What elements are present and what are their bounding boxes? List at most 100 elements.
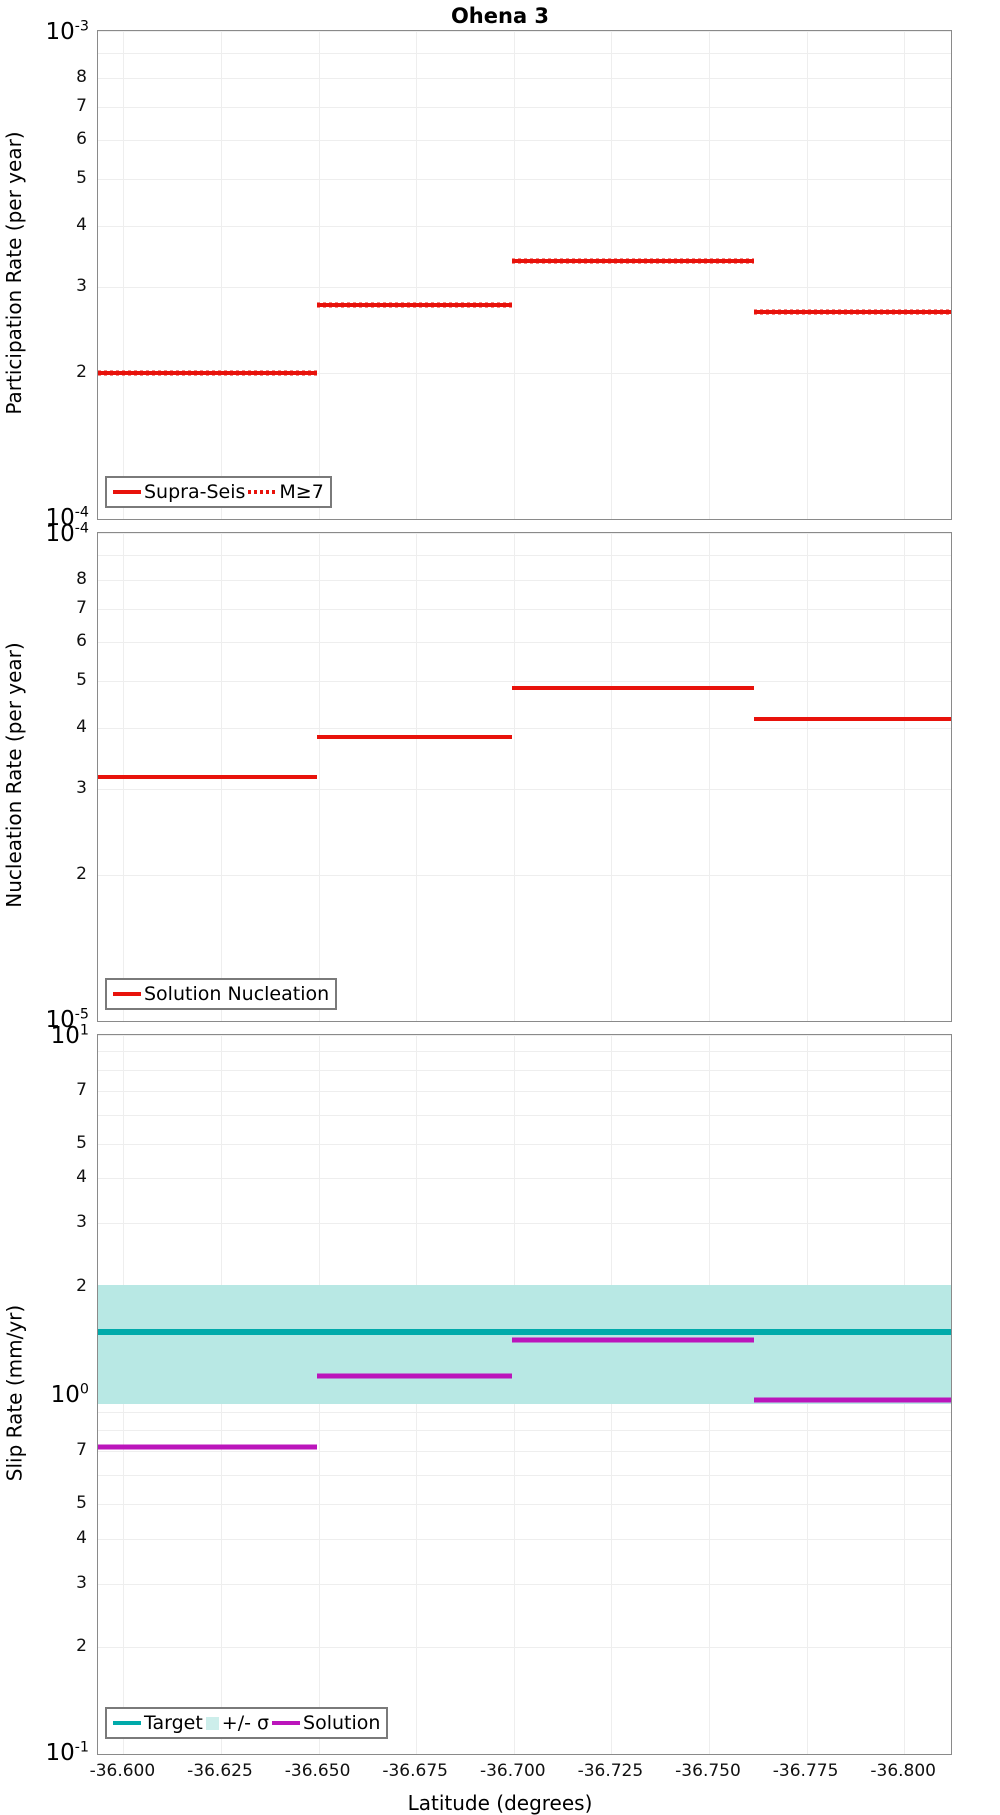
x-axis-tick-label: -36.750 — [675, 1761, 741, 1781]
gridline — [98, 373, 951, 375]
gridline — [98, 1583, 951, 1585]
gridline — [98, 1223, 951, 1225]
gridline — [98, 1475, 951, 1477]
gridline — [98, 680, 951, 682]
gridline — [708, 31, 710, 519]
y-axis-major-tick-label: 10-1 — [45, 1739, 90, 1766]
gridline — [98, 1178, 951, 1180]
gridline — [611, 31, 613, 519]
legend-label: Solution Nucleation — [144, 982, 330, 1005]
panel1-participation-rate-axes — [97, 30, 952, 520]
gridline — [98, 53, 951, 55]
legend-entry: Solution Nucleation — [113, 982, 330, 1005]
data-segment — [98, 1444, 317, 1450]
gridline — [416, 533, 418, 1021]
gridline — [904, 31, 906, 519]
y-axis-major-tick-label: 10-4 — [45, 520, 90, 547]
gridline — [98, 225, 951, 227]
y-axis-tick-label: 4 — [76, 1167, 87, 1188]
x-axis-tick-label: -36.725 — [577, 1761, 644, 1781]
y-axis-tick-label: 6 — [76, 128, 87, 149]
gridline — [708, 533, 710, 1021]
gridline — [98, 1090, 951, 1092]
gridline — [513, 533, 515, 1021]
gridline — [513, 31, 515, 519]
gridline — [98, 580, 951, 582]
gridline — [98, 78, 951, 80]
panel2-legend[interactable]: Solution Nucleation — [105, 978, 338, 1010]
y-axis-tick-label: 4 — [76, 716, 87, 737]
x-axis-tick-label: -36.675 — [382, 1761, 448, 1781]
gridline — [806, 31, 808, 519]
gridline — [98, 641, 951, 643]
legend-entry: Target — [113, 1711, 203, 1734]
panel1-legend[interactable]: Supra-Seis M≥7 — [105, 476, 332, 508]
legend-entry: +/- σ — [205, 1711, 270, 1734]
y-axis-tick-label: 7 — [76, 1440, 87, 1461]
data-segment — [98, 774, 317, 779]
data-segment — [753, 716, 951, 721]
y-axis-tick-label: 8 — [76, 67, 87, 88]
gridline — [98, 1451, 951, 1453]
gridline — [98, 555, 951, 557]
y-axis-tick-label: 3 — [76, 276, 87, 297]
legend-entry: M≥7 — [248, 480, 324, 503]
gridline — [904, 533, 906, 1021]
legend-swatch-patch-icon — [205, 1716, 219, 1730]
x-axis-tick-label: -36.625 — [187, 1761, 253, 1781]
legend-swatch-dotted-icon — [248, 490, 277, 494]
y-axis-tick-label: 2 — [76, 362, 87, 383]
y-axis-tick-label: 5 — [76, 167, 87, 188]
y-axis-tick-label: 3 — [76, 1572, 87, 1593]
x-axis-tick-label: -36.700 — [479, 1761, 546, 1781]
y-axis-tick-label: 5 — [76, 1132, 87, 1153]
data-segment — [753, 309, 951, 315]
y-axis-tick-label: 3 — [76, 1212, 87, 1233]
target-line — [98, 1329, 951, 1336]
gridline — [806, 533, 808, 1021]
gridline — [318, 31, 320, 519]
gridline — [98, 533, 951, 534]
y-axis-tick-label: 2 — [76, 1636, 87, 1657]
y-axis-tick-label: 6 — [76, 630, 87, 651]
legend-label: Target — [144, 1711, 203, 1734]
legend-swatch-solid-icon — [272, 1721, 301, 1725]
gridline — [98, 139, 951, 141]
y-axis-tick-label: 7 — [76, 597, 87, 618]
y-axis-major-tick-label: 10-4 — [45, 504, 90, 531]
x-axis-tick-label: -36.775 — [772, 1761, 839, 1781]
data-segment — [98, 370, 317, 376]
gridline — [98, 727, 951, 729]
legend-label: Supra-Seis — [144, 480, 246, 503]
y-axis-tick-label: 2 — [76, 864, 87, 885]
legend-entry: Solution — [272, 1713, 380, 1733]
y-axis-tick-label: 5 — [76, 669, 87, 690]
gridline — [98, 1647, 951, 1649]
gridline — [98, 1538, 951, 1540]
gridline — [98, 106, 951, 108]
panel3-legend[interactable]: Target +/- σ Solution — [105, 1707, 389, 1739]
gridline — [98, 875, 951, 877]
gridline — [98, 1114, 951, 1116]
y-axis-major-tick-label: 10-3 — [45, 18, 90, 45]
data-segment — [316, 734, 512, 739]
y-axis-tick-label: 4 — [76, 1527, 87, 1548]
y-axis-tick-label: 7 — [76, 1079, 87, 1100]
legend-swatch-solid-icon — [113, 1721, 141, 1725]
gridline — [98, 608, 951, 610]
legend-label: M≥7 — [279, 480, 324, 503]
data-segment — [316, 302, 512, 308]
figure-title: Ohena 3 — [450, 4, 550, 28]
x-axis-label: Latitude (degrees) — [407, 1791, 593, 1815]
legend-swatch-solid-icon — [113, 490, 141, 494]
panel3-slip-rate-axes — [97, 1034, 952, 1755]
x-axis-tick-label: -36.650 — [284, 1761, 351, 1781]
legend-label: +/- σ — [221, 1711, 270, 1734]
gridline — [98, 1069, 951, 1071]
y-axis-tick-label: 3 — [76, 778, 87, 799]
y-axis-tick-label: 4 — [76, 214, 87, 235]
gridline — [318, 533, 320, 1021]
y-axis-major-tick-label: 10-5 — [45, 1006, 90, 1033]
gridline — [98, 1504, 951, 1506]
